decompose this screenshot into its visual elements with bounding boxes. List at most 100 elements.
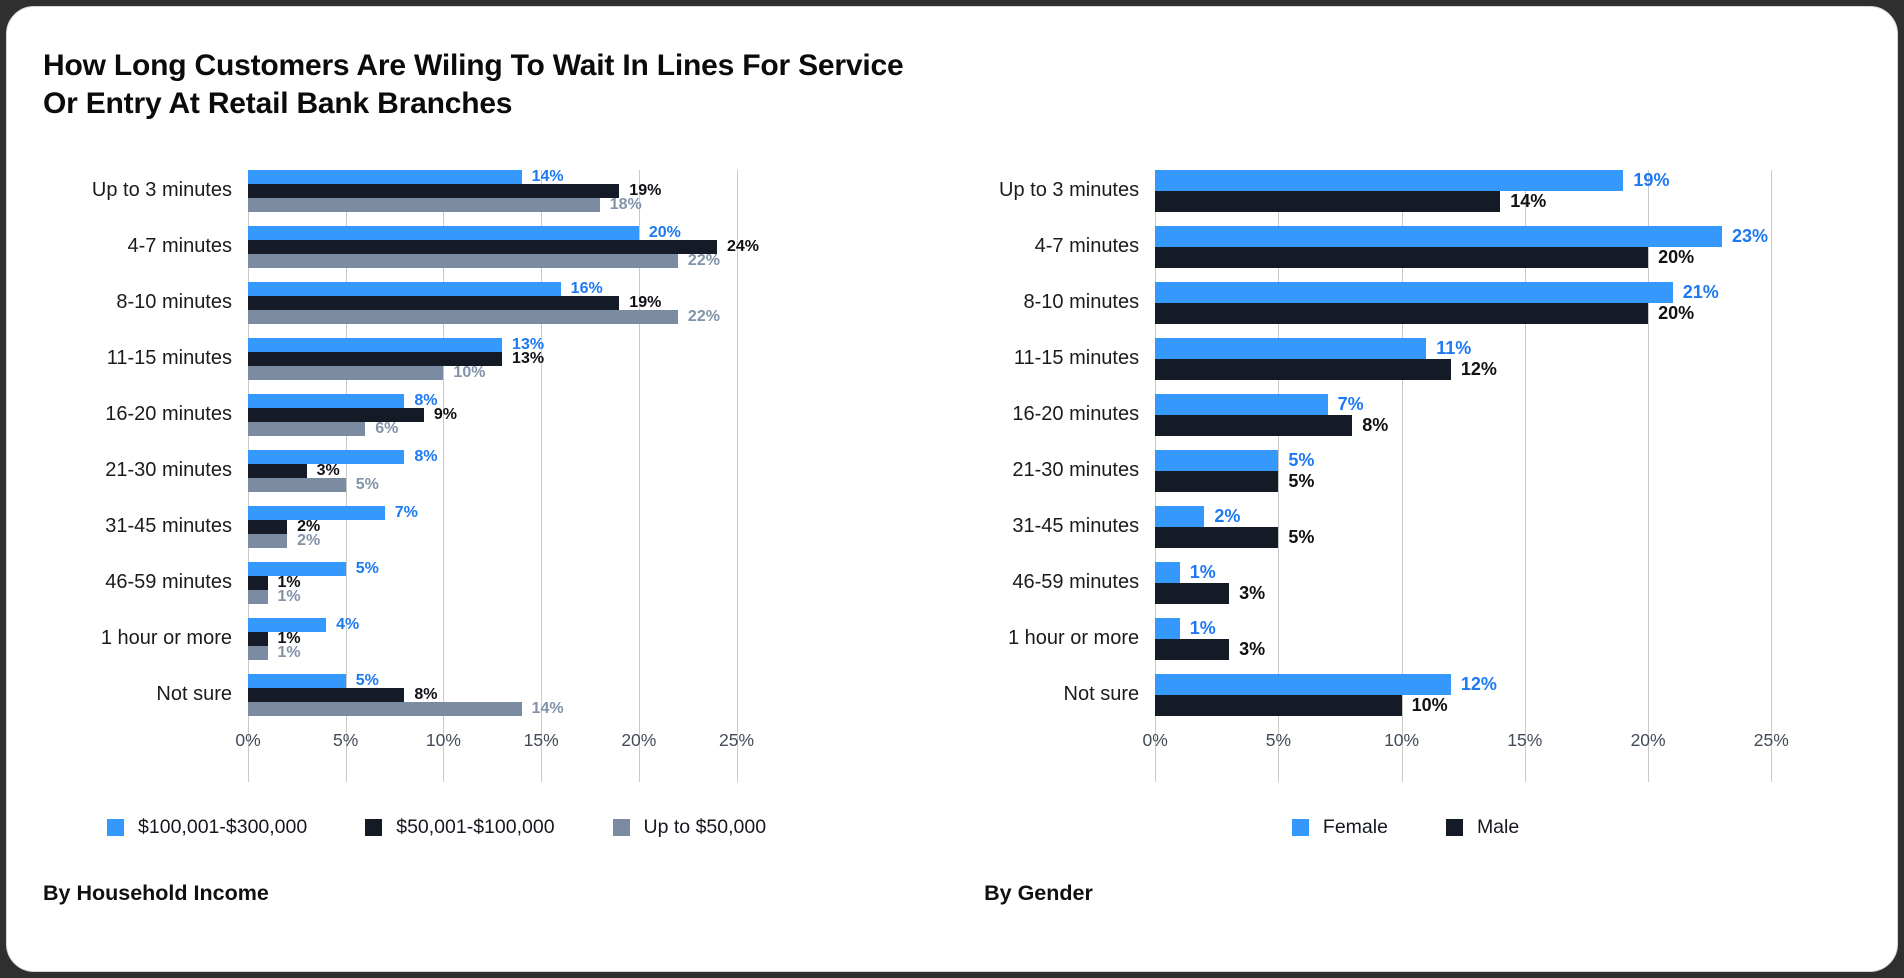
bar-value-label: 5% xyxy=(1288,527,1315,548)
bar-row: 22% xyxy=(248,252,803,268)
bar-group: 20% 24% 22% xyxy=(248,223,803,268)
bar-value-label: 3% xyxy=(316,461,340,479)
bar-up-to-50-000 xyxy=(248,533,288,548)
bar-row: 10% xyxy=(1155,694,1855,716)
bar-value-label: 22% xyxy=(687,307,720,325)
bar-up-to-50-000 xyxy=(248,253,678,268)
bar-group: 23% 20% xyxy=(1155,225,1855,268)
gender-chart-panel: Up to 3 minutes 4-7 minutes 8-10 minutes 11… xyxy=(950,169,1861,906)
income-chart-legend: $100,001-$300,000 $50,001-$100,000 Up to $… xyxy=(43,816,830,839)
x-axis: 0% 5% 10% 15% 20% 25% xyxy=(235,729,803,754)
bar-female xyxy=(1155,505,1205,527)
bar-row: 2% xyxy=(248,518,803,534)
bar-group: 2% 5% xyxy=(1155,505,1855,548)
income-chart-caption: By Household Income xyxy=(43,880,269,905)
bar-row: 5% xyxy=(248,672,803,688)
bar-value-label: 23% xyxy=(1732,226,1769,247)
bar-value-label: 2% xyxy=(1214,506,1241,527)
bar-value-label: 16% xyxy=(570,279,603,297)
category-label: 16-20 minutes xyxy=(105,403,232,426)
bar-row: 19% xyxy=(248,293,803,311)
bar-row: 13% xyxy=(248,350,803,366)
category-label: 4-7 minutes xyxy=(127,235,233,258)
bar-row: 5% xyxy=(248,560,803,576)
bar-male xyxy=(1155,246,1649,268)
bar-group: 8% 3% 5% xyxy=(248,448,803,492)
bar-group: 8% 9% 6% xyxy=(248,391,803,436)
gridline xyxy=(736,169,738,782)
category-label: Not sure xyxy=(1063,683,1140,706)
x-axis-tick-label: 0% xyxy=(235,729,261,750)
category-labels-column: Up to 3 minutes 4-7 minutes 8-10 minutes 11… xyxy=(950,170,1155,782)
bar-value-label: 19% xyxy=(629,181,662,199)
bar-male xyxy=(1155,190,1501,212)
bar-row: 8% xyxy=(248,448,803,464)
bar-female xyxy=(1155,225,1723,247)
bar--50-001-100-000 xyxy=(248,687,405,702)
bar-female xyxy=(1155,169,1624,191)
bar-row: 5% xyxy=(1155,526,1855,548)
category-label: Up to 3 minutes xyxy=(999,179,1140,202)
legend-swatch-icon xyxy=(1445,818,1463,836)
gridline xyxy=(1648,169,1650,782)
bar--100-001-300-000 xyxy=(248,169,522,184)
bar-group: 1% 3% xyxy=(1155,617,1855,660)
legend-label: Female xyxy=(1322,815,1388,838)
legend-item: Male xyxy=(1445,816,1519,839)
bar-row: 20% xyxy=(248,223,803,241)
bar-group: 13% 13% 10% xyxy=(248,336,803,381)
bar-row: 5% xyxy=(1155,449,1855,471)
bar--50-001-100-000 xyxy=(248,295,620,310)
bar-rows: 14% 19% 18% 20% 24% 22% 16% 19% 22% 13% 13% 10% 8% 9%… xyxy=(248,167,803,716)
bar-value-label: 18% xyxy=(609,195,642,213)
bar-female xyxy=(1155,337,1427,359)
bar-row: 3% xyxy=(248,461,803,479)
gender-chart-caption: By Gender xyxy=(984,880,1093,905)
bar-value-label: 7% xyxy=(1337,394,1364,415)
bar-up-to-50-000 xyxy=(248,645,268,660)
category-label: 8-10 minutes xyxy=(116,291,232,314)
x-axis-tick-label: 5% xyxy=(333,729,359,750)
bar-group: 5% 1% 1% xyxy=(248,560,803,604)
page-title-line2: Or Entry At Retail Bank Branches xyxy=(43,87,513,121)
category-label: 46-59 minutes xyxy=(1012,571,1140,594)
bar-row: 14% xyxy=(1155,190,1855,212)
gridline xyxy=(345,169,347,782)
gridline xyxy=(638,169,640,782)
bar-row: 12% xyxy=(1155,358,1855,380)
gridline xyxy=(1401,169,1403,782)
bar-value-label: 1% xyxy=(277,573,301,591)
category-label: 16-20 minutes xyxy=(1012,403,1140,426)
bar--50-001-100-000 xyxy=(248,407,424,422)
x-axis-tick-label: 5% xyxy=(1265,729,1292,750)
bar-value-label: 14% xyxy=(1510,191,1547,212)
bar-value-label: 1% xyxy=(1189,562,1216,583)
bar-group: 14% 19% 18% xyxy=(248,167,803,213)
bar-value-label: 7% xyxy=(394,503,418,521)
bar-male xyxy=(1155,470,1279,492)
bar-value-label: 5% xyxy=(1288,450,1315,471)
bar-value-label: 8% xyxy=(1362,415,1389,436)
bar-male xyxy=(1155,358,1451,380)
bar-value-label: 14% xyxy=(531,167,564,185)
bar-value-label: 1% xyxy=(277,643,301,661)
bar-value-label: 19% xyxy=(629,293,662,311)
bar-up-to-50-000 xyxy=(248,365,444,380)
bar-rows: 19% 14% 23% 20% 21% 20% 11% 12% 7% 8% 5% 5% 2% 5% 1% 3%… xyxy=(1155,169,1855,716)
legend-swatch-icon xyxy=(107,818,125,836)
bar-group: 12% 10% xyxy=(1155,673,1855,716)
bar-value-label: 10% xyxy=(453,363,486,381)
category-label: Not sure xyxy=(156,683,232,706)
x-axis-tick-label: 15% xyxy=(1507,729,1543,750)
bar-group: 21% 20% xyxy=(1155,281,1855,324)
bar-row: 21% xyxy=(1155,281,1855,303)
bar-row: 5% xyxy=(1155,470,1855,492)
bar-row: 5% xyxy=(248,476,803,492)
bar--50-001-100-000 xyxy=(248,351,503,366)
bar-value-label: 8% xyxy=(414,391,438,409)
legend-swatch-icon xyxy=(612,818,630,836)
gender-chart-legend: Female Male xyxy=(950,816,1861,839)
bar-value-label: 20% xyxy=(648,223,681,241)
bar-group: 5% 8% 14% xyxy=(248,672,803,716)
gridline xyxy=(443,169,445,782)
